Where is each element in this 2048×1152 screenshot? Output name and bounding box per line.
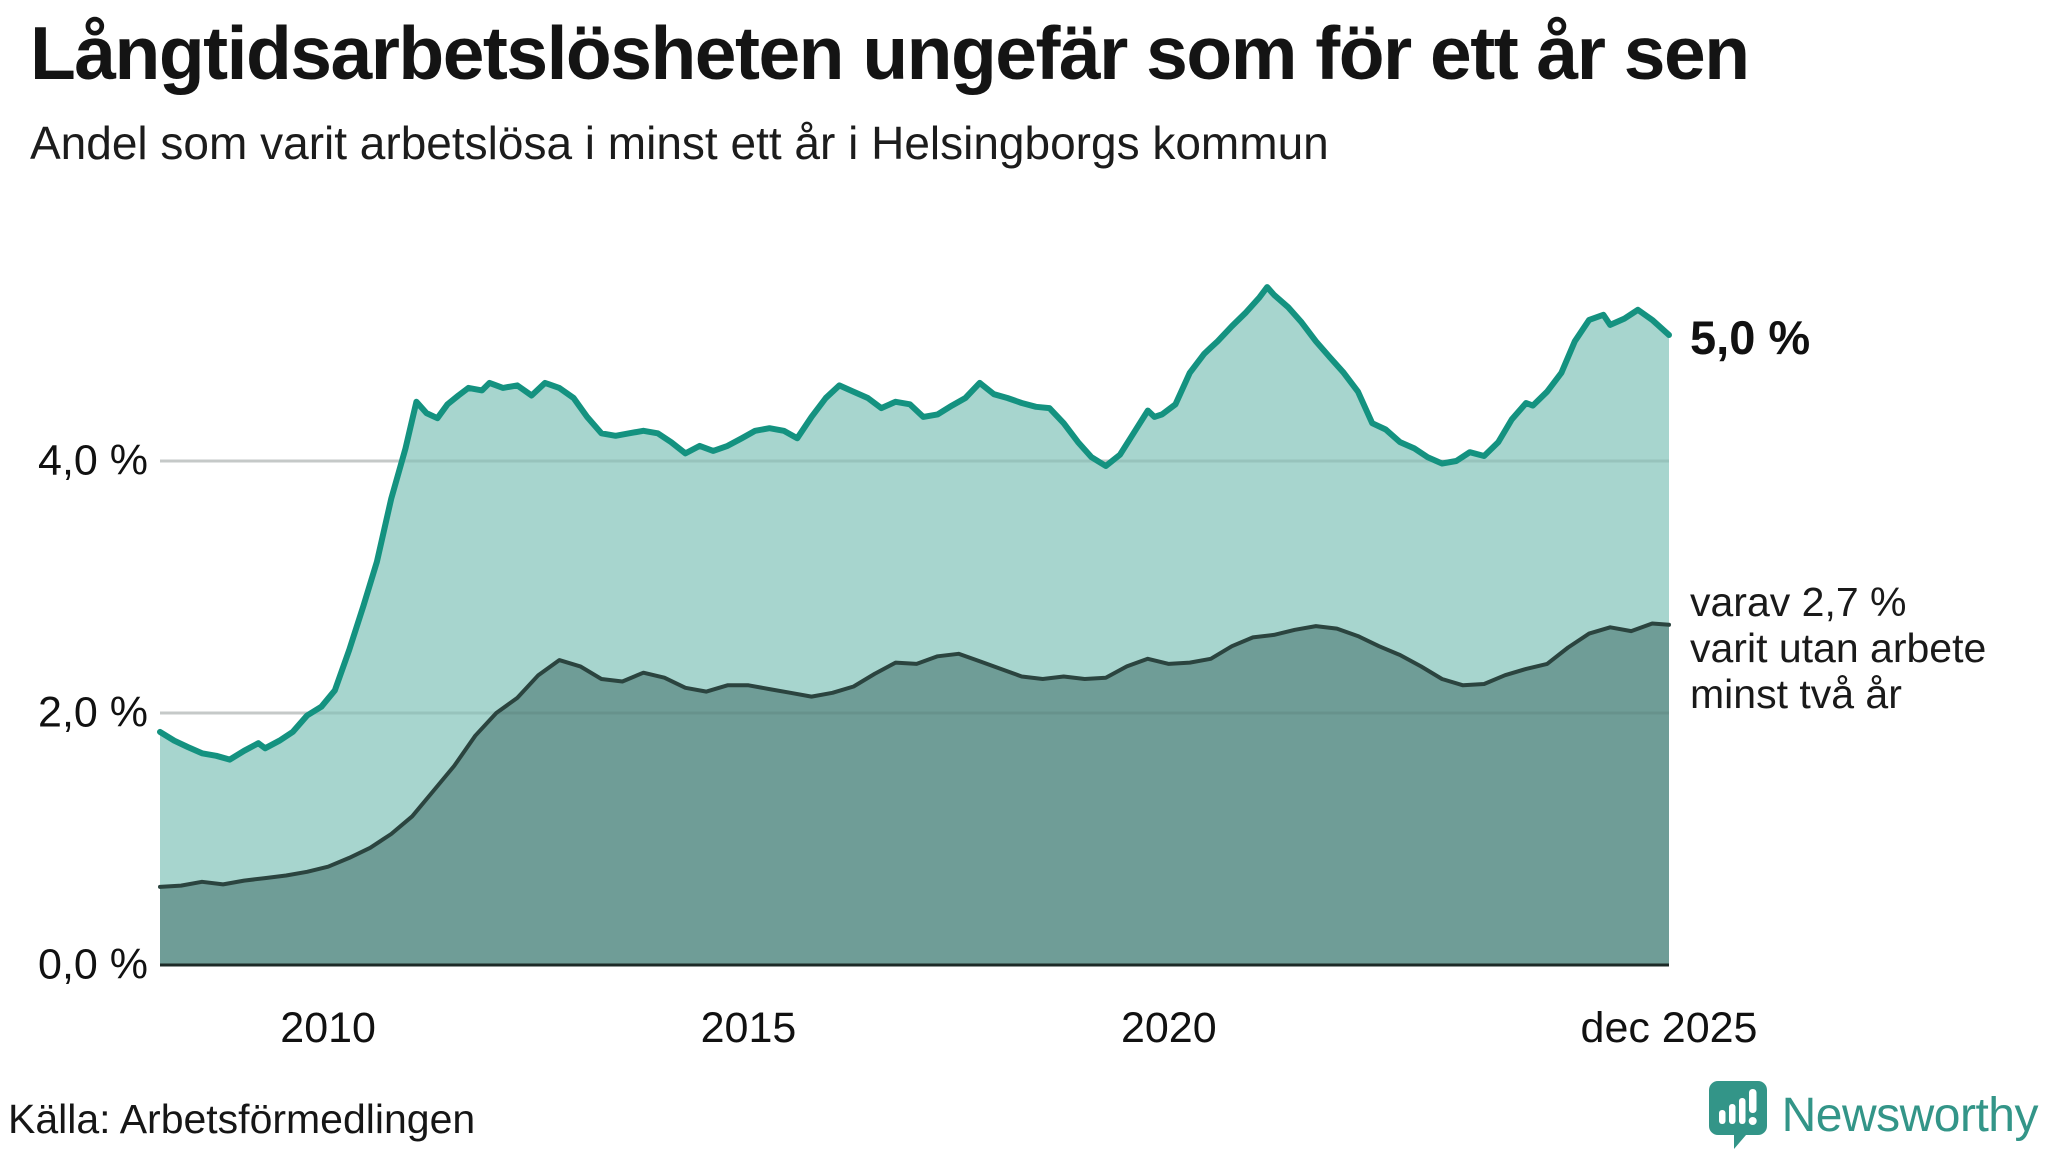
x-tick-label: 2010 [280,1004,376,1052]
brand-name: Newsworthy [1781,1088,2039,1142]
area-fill-1 [160,623,1669,965]
y-tick-label: 4,0 % [38,436,148,485]
y-tick-label: 2,0 % [38,688,148,737]
series-end-label-secondary-line3: minst två år [1690,670,1902,717]
newsworthy-bubble-chart-icon [1708,1081,1767,1149]
series-end-label-secondary-line2: varit utan arbete [1690,624,1987,671]
series-line-0 [157,284,1672,763]
brand-logo: Newsworthy [1708,1080,2039,1150]
series-end-label-secondary-line1: varav 2,7 % [1690,579,1907,625]
series-line-1 [158,621,1671,889]
series-end-label-secondary: varav 2,7 % varit utan arbete minst två … [1690,579,1987,718]
x-tick-label: 2015 [700,1004,797,1052]
page-title: Långtidsarbetslösheten ungefär som för e… [30,11,1750,95]
y-tick-label: 0,0 % [38,940,148,989]
x-tick-label: dec 2025 [1580,1004,1758,1052]
source-note: Källa: Arbetsförmedlingen [8,1096,476,1142]
page-subtitle: Andel som varit arbetslösa i minst ett å… [30,117,1329,169]
series-end-label-total: 5,0 % [1690,311,1811,364]
x-tick-label: 2020 [1120,1004,1217,1052]
